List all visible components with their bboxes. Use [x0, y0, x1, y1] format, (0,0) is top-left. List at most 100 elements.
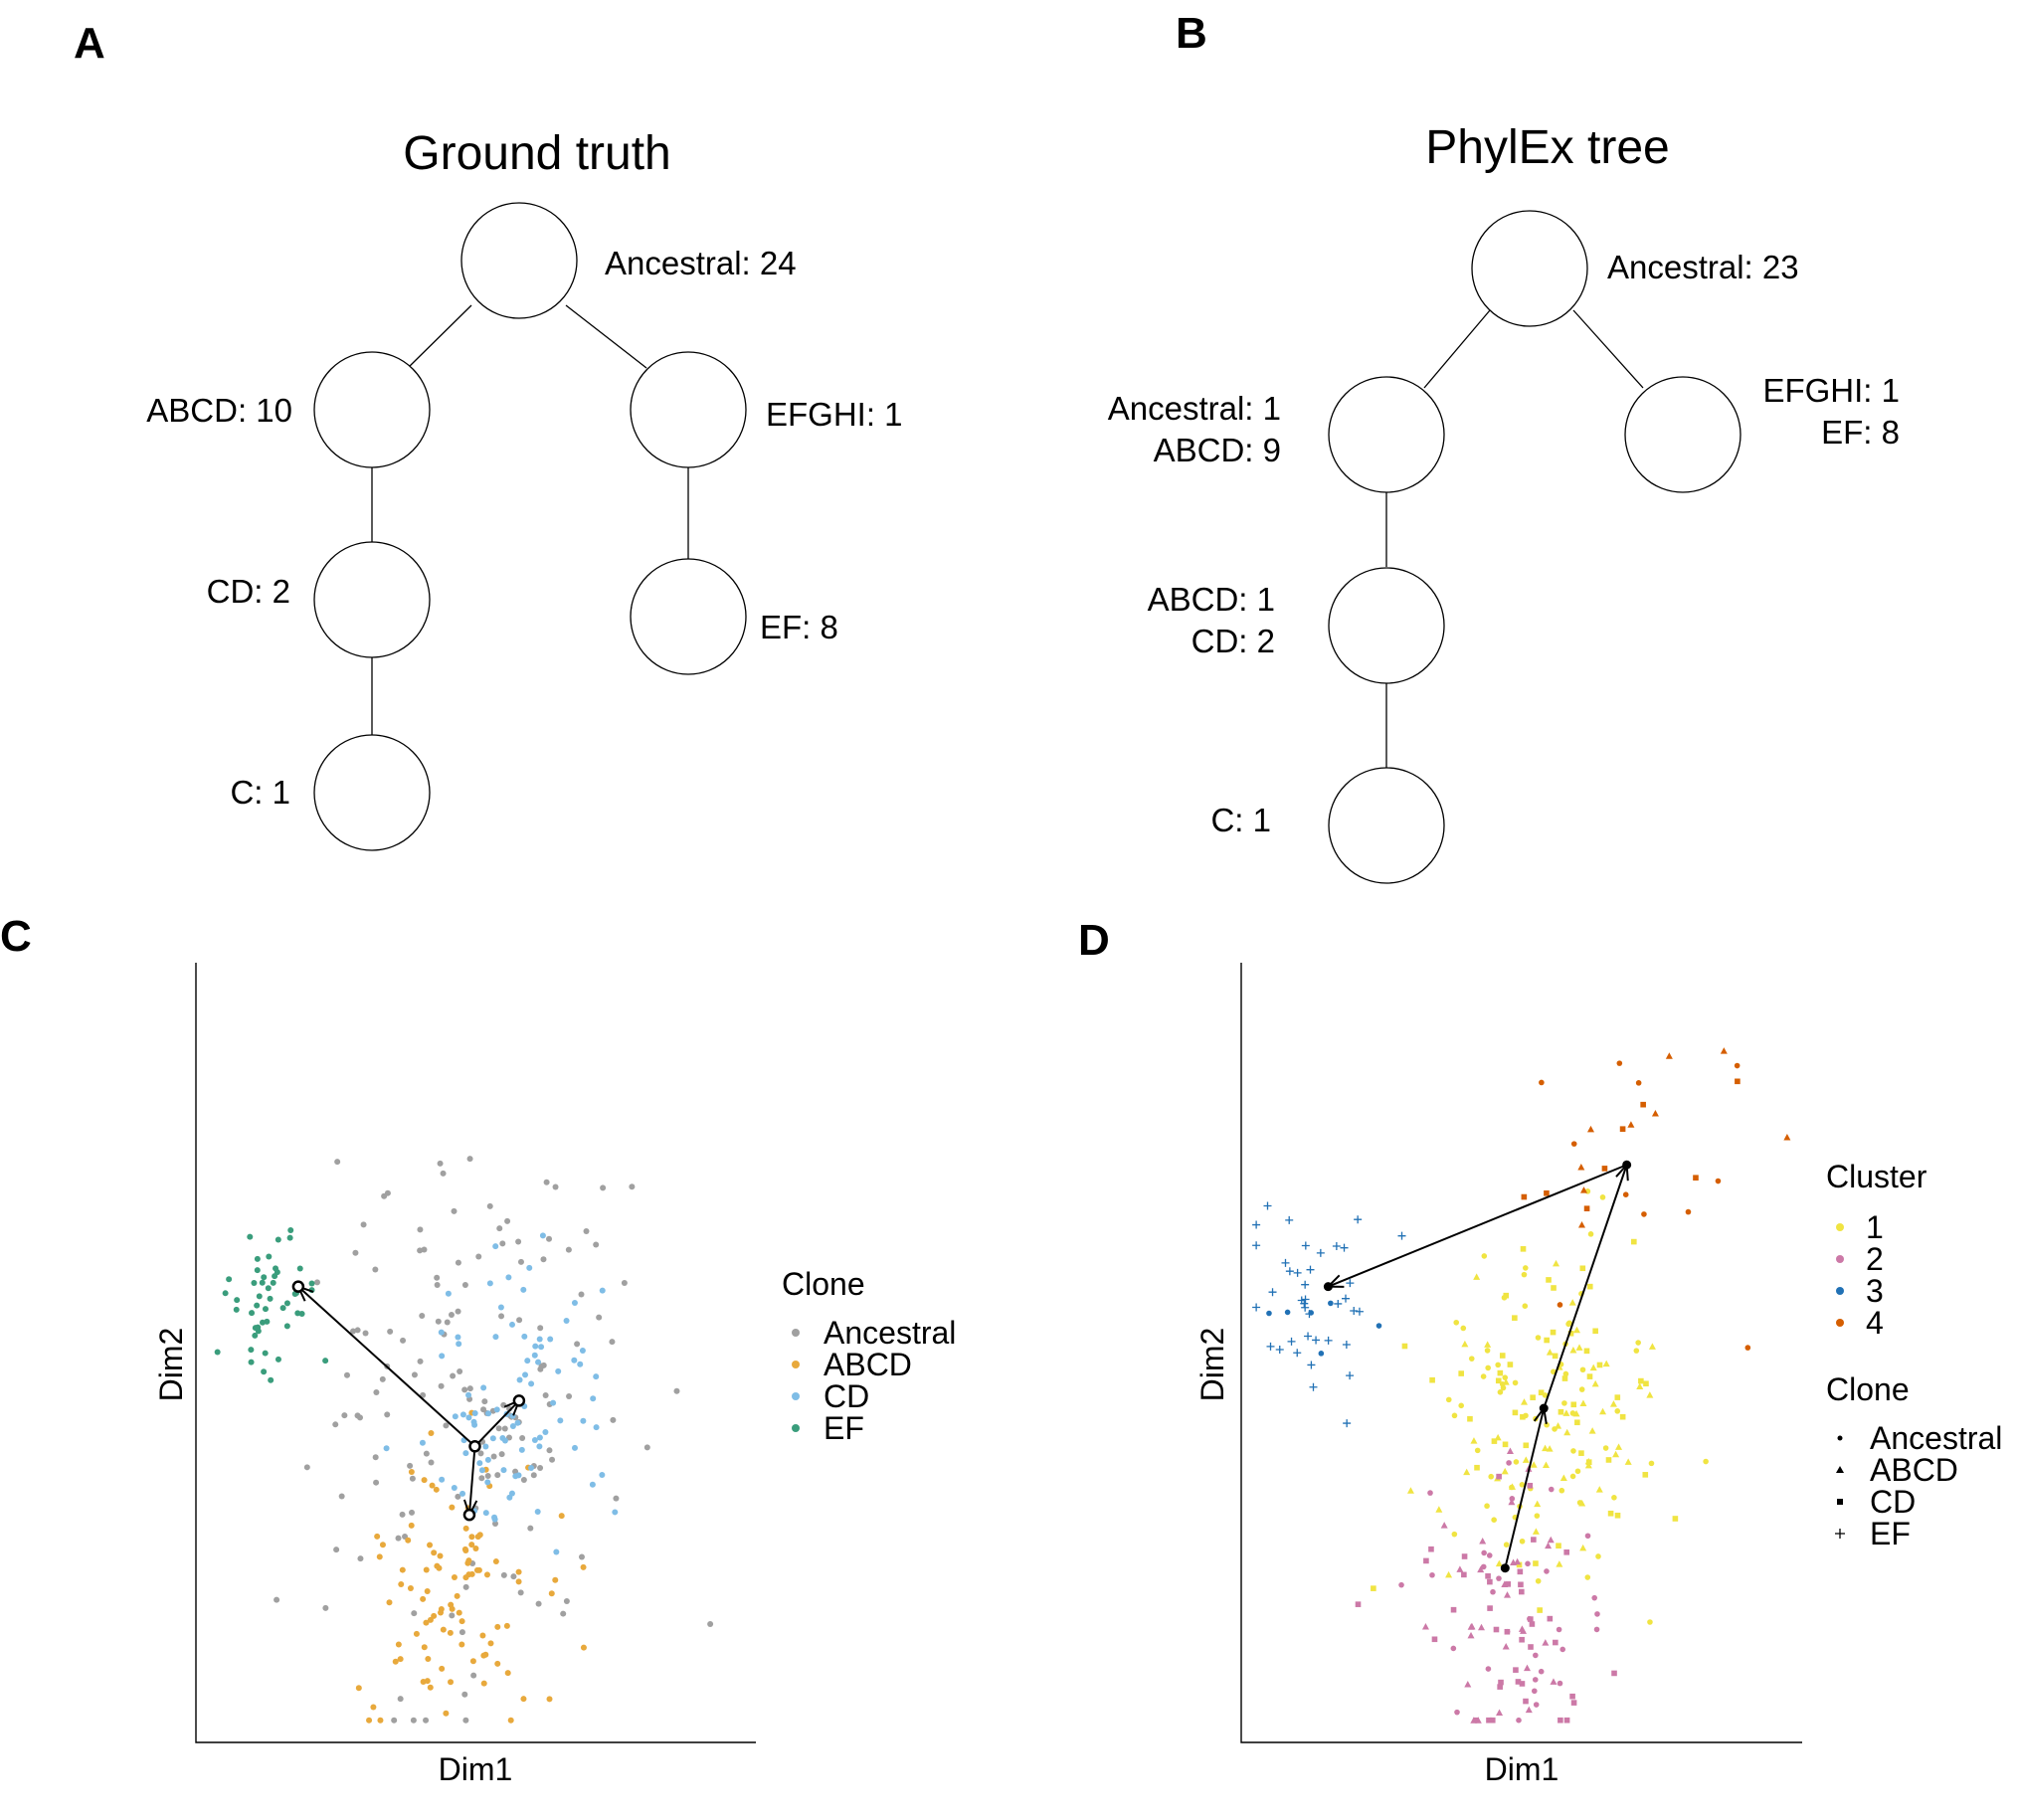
data-point	[1578, 1386, 1585, 1392]
data-point	[471, 1410, 478, 1417]
data-point	[308, 1280, 315, 1287]
data-point	[1577, 1163, 1585, 1171]
data-point	[455, 1493, 461, 1500]
data-point	[593, 1373, 600, 1380]
data-point	[1583, 1348, 1590, 1355]
data-point	[549, 1456, 556, 1463]
data-point	[386, 1599, 393, 1606]
data-point	[487, 1640, 494, 1647]
data-point	[600, 1184, 607, 1191]
data-point	[470, 1418, 477, 1425]
data-point	[492, 1334, 499, 1341]
data-point	[466, 1385, 473, 1392]
data-point	[1445, 1396, 1452, 1403]
data-point	[451, 1207, 458, 1214]
data-point	[262, 1350, 269, 1357]
data-point	[484, 1479, 491, 1486]
data-point	[366, 1717, 373, 1724]
legend-label: CD	[1870, 1484, 1916, 1520]
trajectory-node	[468, 1440, 481, 1453]
data-point	[1497, 1388, 1504, 1395]
data-point	[1715, 1178, 1722, 1184]
data-point	[254, 1255, 261, 1262]
data-point	[1522, 1303, 1529, 1309]
data-point	[1569, 1473, 1576, 1480]
data-point	[522, 1371, 529, 1378]
data-point	[515, 1472, 522, 1479]
data-point	[397, 1656, 404, 1663]
tree-edge	[1423, 309, 1491, 389]
data-point	[1651, 1110, 1659, 1117]
data-point	[1622, 1191, 1629, 1197]
data-point	[1614, 1512, 1621, 1519]
data-point	[448, 1679, 455, 1686]
data-point	[1520, 1246, 1527, 1252]
data-point	[458, 1618, 465, 1625]
data-point	[262, 1306, 269, 1313]
data-point	[1580, 1186, 1588, 1193]
data-point	[579, 1348, 586, 1355]
node-label: EF: 8	[760, 609, 838, 645]
data-point	[354, 1412, 361, 1419]
data-point	[516, 1317, 523, 1324]
data-point	[707, 1621, 714, 1628]
data-point	[1480, 1563, 1487, 1570]
data-point	[1312, 1336, 1321, 1345]
data-point	[1297, 1296, 1306, 1305]
data-point	[1579, 1366, 1586, 1373]
legend-label: Ancestral	[824, 1315, 956, 1351]
data-point	[1643, 1380, 1649, 1387]
data-point	[461, 1386, 468, 1393]
data-point	[1301, 1295, 1310, 1304]
data-point	[409, 1509, 416, 1516]
data-point	[425, 1655, 432, 1662]
data-point	[370, 1704, 377, 1711]
data-point	[599, 1287, 606, 1294]
data-point	[270, 1279, 276, 1286]
data-point	[1583, 1205, 1590, 1211]
data-point	[1619, 1413, 1626, 1420]
data-point	[1595, 1553, 1601, 1559]
node-label: Ancestral: 23	[1607, 249, 1799, 285]
data-point	[274, 1596, 280, 1603]
data-point	[509, 1321, 516, 1328]
data-point	[1551, 1368, 1557, 1375]
data-point	[1587, 1231, 1594, 1237]
data-point	[1518, 1581, 1524, 1588]
data-point	[1266, 1342, 1275, 1351]
data-point	[1474, 1717, 1482, 1724]
data-point	[1631, 1238, 1637, 1245]
data-point	[1520, 1413, 1526, 1420]
data-point	[421, 1477, 428, 1484]
data-point	[1480, 1373, 1487, 1379]
data-point	[519, 1435, 526, 1442]
data-point	[1485, 1666, 1492, 1672]
legend-label: 2	[1866, 1241, 1884, 1277]
data-point	[265, 1285, 272, 1292]
data-point	[1470, 1717, 1478, 1724]
data-point	[1633, 1348, 1640, 1354]
data-point	[1579, 1265, 1586, 1272]
data-point	[1570, 1700, 1577, 1706]
data-point	[1559, 1474, 1567, 1481]
data-point	[1497, 1369, 1504, 1376]
legend-label: Ancestral	[1870, 1420, 2002, 1456]
data-point	[520, 1696, 527, 1703]
data-point	[524, 1358, 531, 1365]
data-point	[1527, 1615, 1533, 1622]
data-point	[1553, 1639, 1559, 1646]
data-point	[1530, 1461, 1538, 1468]
data-point	[1503, 1292, 1510, 1299]
data-point	[542, 1429, 549, 1436]
data-point	[578, 1553, 585, 1560]
data-point	[1523, 1412, 1529, 1419]
data-point	[1495, 1559, 1503, 1567]
data-point	[398, 1580, 405, 1587]
data-point	[451, 1484, 458, 1491]
data-point	[423, 1450, 430, 1457]
legend-key	[1836, 1319, 1844, 1327]
data-point	[1355, 1601, 1362, 1607]
data-point	[1556, 1626, 1562, 1633]
data-point	[1525, 1706, 1533, 1714]
data-point	[553, 1548, 560, 1555]
